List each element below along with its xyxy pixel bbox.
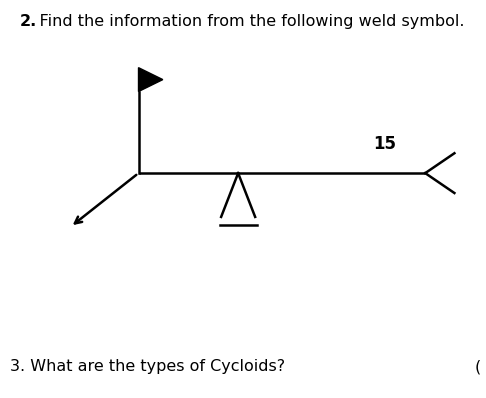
Text: (: ( [475,359,481,374]
Text: Find the information from the following weld symbol.: Find the information from the following … [19,14,465,29]
Text: 2.: 2. [19,14,36,29]
Text: 3. What are the types of Cycloids?: 3. What are the types of Cycloids? [10,359,285,374]
Polygon shape [139,68,163,92]
Text: 15: 15 [373,135,396,153]
